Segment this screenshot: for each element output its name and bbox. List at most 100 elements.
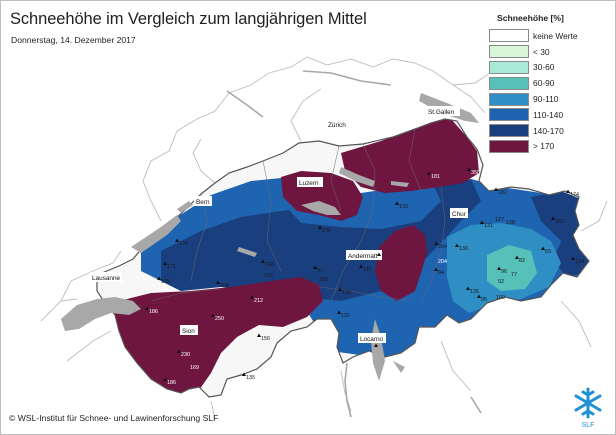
legend-item: 60-90 xyxy=(489,75,578,91)
logo-text: SLF xyxy=(582,422,595,429)
legend-swatch xyxy=(489,29,529,43)
svg-text:Bern: Bern xyxy=(196,199,210,206)
svg-text:Chur: Chur xyxy=(452,211,467,218)
svg-text:96: 96 xyxy=(501,269,507,275)
svg-text:134: 134 xyxy=(575,259,584,265)
city-locarno: Locarno xyxy=(358,333,386,343)
legend-swatch xyxy=(489,60,529,74)
legend-item: < 30 xyxy=(489,44,578,60)
copyright-note: © WSL-Institut für Schnee- und Lawinenfo… xyxy=(9,413,219,423)
slf-snowflake-logo-icon: SLF xyxy=(574,387,602,429)
lake-lucerne xyxy=(301,201,341,215)
svg-text:135: 135 xyxy=(246,375,255,381)
svg-text:186: 186 xyxy=(149,309,158,315)
legend-title: Schneehöhe [%] xyxy=(497,13,564,23)
svg-text:174: 174 xyxy=(570,192,579,198)
city-bern: Bern xyxy=(194,196,212,206)
svg-text:128: 128 xyxy=(506,220,515,226)
svg-text:92: 92 xyxy=(498,279,504,285)
legend-label: 140-170 xyxy=(533,125,564,136)
svg-text:Lausanne: Lausanne xyxy=(92,275,121,282)
svg-text:181: 181 xyxy=(555,219,564,225)
svg-text:Luzern: Luzern xyxy=(299,180,319,187)
legend-label: 90-110 xyxy=(533,94,559,105)
svg-text:115: 115 xyxy=(363,267,372,273)
svg-text:135: 135 xyxy=(470,289,479,295)
region-over-170-valais xyxy=(97,277,323,397)
svg-text:104: 104 xyxy=(220,283,229,289)
svg-text:204: 204 xyxy=(438,259,447,265)
svg-text:84: 84 xyxy=(438,270,444,276)
legend-label: keine Werte xyxy=(533,30,578,41)
legend-item: 140-170 xyxy=(489,123,578,139)
city-labels: St.Gallen Zürich Luzern Bern Chur Anderm… xyxy=(90,106,468,343)
station-markers xyxy=(145,167,575,381)
svg-text:136: 136 xyxy=(322,228,331,234)
svg-text:171: 171 xyxy=(167,264,176,270)
svg-text:Zürich: Zürich xyxy=(328,122,346,129)
legend-item: 110-140 xyxy=(489,107,578,123)
city-luzern: Luzern xyxy=(297,177,323,187)
svg-text:110: 110 xyxy=(341,313,350,319)
region-over-170-central xyxy=(375,225,427,301)
region-110-140-north xyxy=(281,181,441,229)
lake-thun xyxy=(237,247,257,257)
legend-item: 90-110 xyxy=(489,91,578,107)
neighbour-borders xyxy=(40,56,608,420)
svg-text:133: 133 xyxy=(399,204,408,210)
svg-text:204: 204 xyxy=(438,244,447,250)
svg-text:77: 77 xyxy=(511,272,517,278)
svg-text:120: 120 xyxy=(342,290,351,296)
svg-text:Sion: Sion xyxy=(182,328,195,335)
svg-text:250: 250 xyxy=(215,316,224,322)
lake-walensee xyxy=(391,181,409,187)
city-st-gallen: St.Gallen xyxy=(426,106,460,116)
legend-label: 60-90 xyxy=(533,78,555,89)
switzerland-border xyxy=(96,118,590,398)
city-sion: Sion xyxy=(180,325,198,335)
legend-item: 30-60 xyxy=(489,60,578,76)
svg-text:St.Gallen: St.Gallen xyxy=(428,109,455,116)
svg-text:130: 130 xyxy=(459,246,468,252)
svg-text:Locarno: Locarno xyxy=(360,336,384,343)
legend-label: 110-140 xyxy=(533,109,564,120)
station-values: 350 181 182 174 204 133 136 131 127 128 … xyxy=(149,170,584,386)
city-zurich: Zürich xyxy=(326,119,350,129)
svg-text:105: 105 xyxy=(161,279,170,285)
city-andermatt: Andermatt xyxy=(346,250,382,260)
city-lausanne: Lausanne xyxy=(90,272,122,282)
svg-text:142: 142 xyxy=(264,273,273,279)
svg-text:83: 83 xyxy=(545,249,551,255)
legend-swatch xyxy=(489,139,529,153)
svg-text:100: 100 xyxy=(496,295,505,301)
svg-text:350: 350 xyxy=(471,170,480,176)
city-chur: Chur xyxy=(450,208,468,218)
legend-label: 30-60 xyxy=(533,62,555,73)
legend-item: > 170 xyxy=(489,139,578,155)
legend: Schneehöhe [%] keine Werte < 30 30-60 60… xyxy=(489,13,578,154)
svg-text:181: 181 xyxy=(431,174,440,180)
legend-swatch xyxy=(489,76,529,90)
legend-item: keine Werte xyxy=(489,28,578,44)
lake-zurich xyxy=(339,167,375,187)
legend-swatch xyxy=(489,45,529,59)
canton-borders xyxy=(150,128,446,302)
svg-text:Andermatt: Andermatt xyxy=(348,253,378,260)
svg-text:182: 182 xyxy=(498,190,507,196)
svg-text:97: 97 xyxy=(317,268,323,274)
page-title: Schneehöhe im Vergleich zum langjährigen… xyxy=(10,10,367,28)
svg-text:127: 127 xyxy=(495,217,504,223)
legend-swatch xyxy=(489,108,529,122)
lake-neuchatel xyxy=(131,215,181,253)
svg-text:95: 95 xyxy=(481,297,487,303)
legend-swatch xyxy=(489,124,529,138)
lake-biel xyxy=(177,201,193,213)
lake-lugano xyxy=(393,361,405,373)
legend-label: > 170 xyxy=(533,141,555,152)
svg-text:168: 168 xyxy=(319,277,328,283)
legend-label: < 30 xyxy=(533,46,550,57)
svg-text:230: 230 xyxy=(181,352,190,358)
svg-text:160: 160 xyxy=(265,262,274,268)
